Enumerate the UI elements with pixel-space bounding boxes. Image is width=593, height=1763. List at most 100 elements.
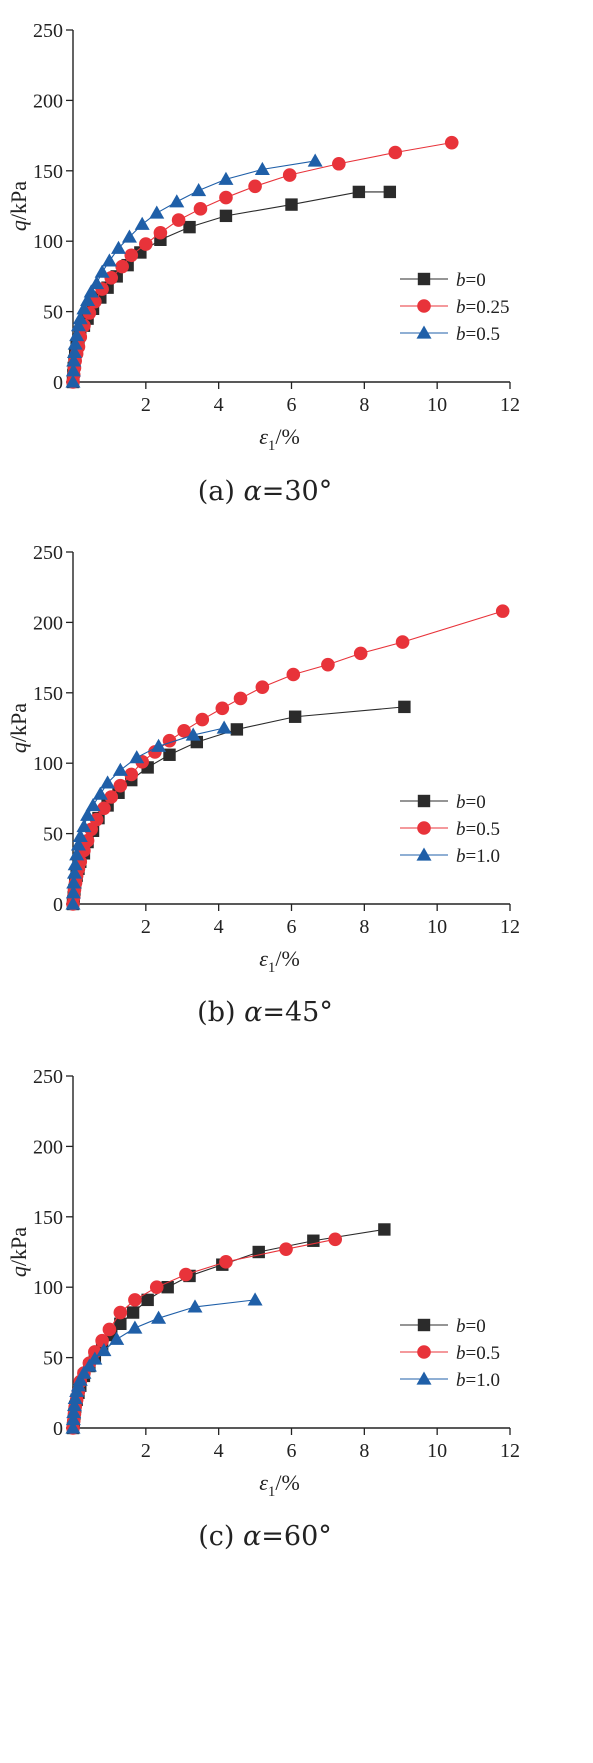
x-tick-label: 8 — [359, 394, 369, 416]
x-tick-label: 2 — [141, 394, 151, 416]
series-3 — [65, 153, 323, 388]
data-point — [383, 185, 397, 199]
data-point — [151, 1310, 167, 1324]
data-point — [85, 797, 101, 812]
data-point — [65, 363, 81, 377]
y-tick-label: 250 — [33, 1066, 63, 1088]
data-point — [67, 857, 83, 871]
legend-marker — [416, 847, 432, 861]
data-point — [65, 1412, 81, 1426]
data-point — [219, 209, 233, 223]
data-point — [398, 700, 411, 714]
data-point — [102, 1322, 117, 1337]
data-point — [72, 828, 88, 843]
y-tick-label: 150 — [33, 1207, 63, 1229]
legend-marker — [417, 1345, 431, 1359]
y-tick-label: 250 — [33, 542, 63, 564]
data-point — [395, 635, 410, 649]
data-point — [248, 179, 262, 194]
data-point — [97, 801, 111, 816]
legend-label: b=0.5 — [456, 324, 500, 345]
data-point — [92, 786, 108, 800]
data-point — [67, 1390, 83, 1405]
data-point — [444, 135, 459, 150]
data-point — [388, 145, 403, 160]
chart-panel-2: 0 50 100 150 200 250 2 4 6 8 10 12 q/kPa ε1/% b=0 b=0.5… — [6, 542, 520, 1028]
data-point — [80, 292, 96, 306]
legend-marker — [417, 794, 431, 808]
series-3 — [65, 1292, 263, 1434]
data-point — [76, 1365, 92, 1379]
legend-label: b=1.0 — [456, 1370, 500, 1391]
data-point — [215, 701, 230, 716]
x-tick-label: 2 — [141, 916, 151, 938]
x-tick-label: 8 — [359, 916, 369, 938]
y-axis-label: q/kPa — [6, 181, 31, 231]
data-point — [307, 153, 323, 167]
data-point — [187, 1299, 203, 1313]
data-point — [219, 190, 233, 205]
data-point — [153, 225, 168, 240]
x-tick-label: 4 — [214, 1440, 224, 1462]
data-point — [218, 171, 234, 185]
data-point — [66, 1397, 82, 1412]
data-point — [95, 1333, 109, 1348]
legend: b=0 b=0.25 b=0.5 — [400, 270, 509, 345]
data-point — [219, 1255, 233, 1269]
data-point — [70, 318, 86, 332]
data-point — [124, 767, 139, 782]
data-point — [113, 1305, 128, 1320]
data-point — [121, 229, 137, 243]
y-tick-label: 50 — [43, 1348, 63, 1370]
data-point — [113, 778, 128, 793]
legend-label: b=1.0 — [456, 846, 500, 867]
data-point — [230, 723, 244, 736]
data-point — [139, 237, 153, 251]
data-point — [169, 194, 185, 208]
data-point — [353, 646, 368, 661]
legend-marker — [417, 1318, 431, 1332]
y-tick-label: 100 — [33, 1277, 63, 1299]
legend-label: b=0.25 — [456, 297, 509, 318]
legend: b=0 b=0.5 b=1.0 — [400, 792, 500, 867]
data-point — [81, 1358, 97, 1372]
data-point — [247, 1292, 263, 1306]
data-point — [195, 712, 210, 727]
data-point — [124, 248, 139, 263]
data-point — [65, 896, 81, 910]
data-point — [83, 284, 99, 298]
legend-label: b=0 — [456, 792, 486, 813]
data-point — [104, 790, 119, 804]
data-point — [114, 1317, 127, 1331]
x-tick-label: 12 — [500, 1440, 520, 1462]
y-tick-label: 0 — [53, 372, 63, 394]
panel-caption: (b) α=45° — [197, 997, 333, 1028]
data-point — [104, 271, 119, 285]
data-point — [151, 738, 167, 752]
y-tick-label: 50 — [43, 824, 63, 846]
data-point — [183, 220, 196, 234]
data-point — [185, 727, 201, 741]
y-tick-label: 50 — [43, 302, 63, 324]
data-point — [70, 837, 86, 851]
y-tick-label: 150 — [33, 683, 63, 705]
data-point — [66, 1405, 82, 1419]
data-point — [94, 264, 110, 278]
series-1 — [66, 700, 411, 911]
data-point — [193, 202, 208, 216]
data-point — [255, 680, 270, 694]
data-point — [332, 156, 346, 171]
data-point — [89, 812, 104, 827]
data-point — [134, 216, 150, 230]
data-point — [321, 657, 335, 672]
y-axis-label: q/kPa — [6, 1227, 31, 1277]
data-point — [285, 198, 298, 211]
x-axis-label: ε1/% — [259, 424, 300, 454]
data-point — [87, 1351, 103, 1365]
chart-panel-1: 0 50 100 150 200 250 2 4 6 8 10 12 q/kPa ε1/% b=0 b=0.2… — [6, 20, 520, 507]
data-point — [233, 691, 248, 706]
x-tick-label: 6 — [287, 916, 297, 938]
data-point — [191, 183, 207, 197]
data-point — [115, 259, 129, 274]
